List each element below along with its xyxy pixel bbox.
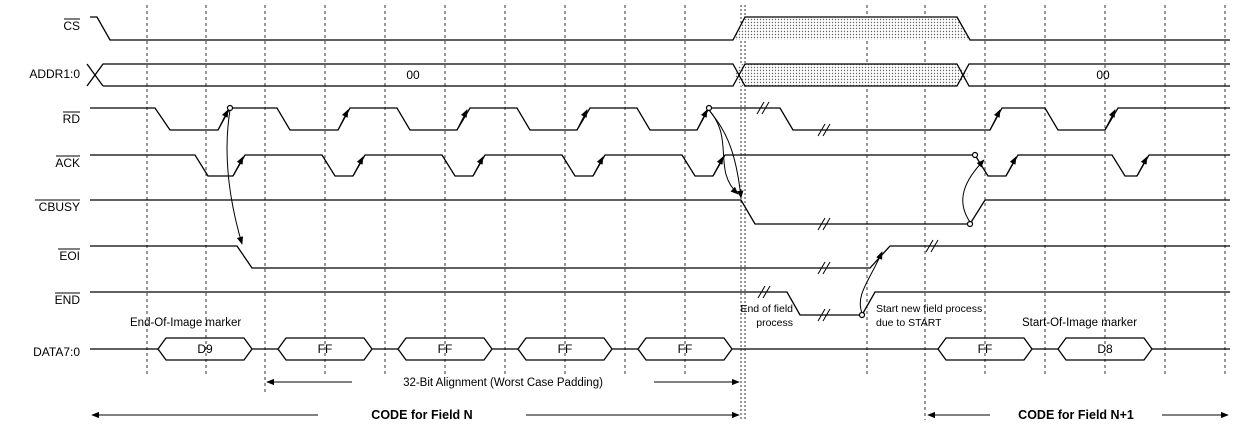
addr-waveform: 00 00 <box>86 63 1230 87</box>
end-waveform <box>90 285 1230 322</box>
ack-waveform <box>90 151 1230 177</box>
alignment-dimension: 32-Bit Alignment (Worst Case Padding) <box>266 377 740 389</box>
data-byte-ff-1: FF <box>277 337 373 361</box>
svg-text:FF: FF <box>678 342 693 356</box>
code-field-n1-span: CODE for Field N+1 <box>927 408 1229 422</box>
eoi-waveform <box>90 239 1230 275</box>
data-byte-ff-3: FF <box>517 337 613 361</box>
data-byte-ff-5: FF <box>937 337 1033 361</box>
data-byte-ff-2: FF <box>397 337 493 361</box>
start-new-field-label-2: due to START <box>876 317 942 329</box>
signal-label-end: END <box>55 293 81 307</box>
alignment-label: 32-Bit Alignment (Worst Case Padding) <box>403 377 603 389</box>
signal-label-eoi: EOI <box>59 249 80 263</box>
svg-text:FF: FF <box>558 342 573 356</box>
signal-label-rd: RD <box>63 112 81 126</box>
cs-waveform <box>90 16 1230 41</box>
data-waveform: D9 FF FF FF FF FF D8 <box>90 337 1230 361</box>
svg-text:FF: FF <box>978 342 993 356</box>
annotations: End-Of-Image marker Start-Of-Image marke… <box>130 303 1137 329</box>
end-of-field-label-2: process <box>756 317 793 329</box>
svg-text:D8: D8 <box>1097 342 1113 356</box>
start-new-field-label-1: Start new field process <box>876 303 982 315</box>
end-of-image-marker-label: End-Of-Image marker <box>130 317 241 329</box>
signal-label-addr: ADDR1:0 <box>29 67 80 81</box>
start-of-image-marker-label: Start-Of-Image marker <box>1022 317 1137 329</box>
rd-waveform <box>90 101 1230 137</box>
end-of-field-label-1: End of field <box>740 303 793 315</box>
addr-value-left: 00 <box>406 68 420 82</box>
causal-arrows <box>226 109 985 314</box>
svg-text:D9: D9 <box>197 342 213 356</box>
code-field-n-label: CODE for Field N <box>371 408 472 422</box>
signal-label-cbusy: CBUSY <box>39 200 80 214</box>
signal-label-ack: ACK <box>55 156 80 170</box>
data-byte-ff-4: FF <box>637 337 733 361</box>
code-field-n-span: CODE for Field N <box>91 408 740 422</box>
grid-lines <box>146 5 1226 420</box>
addr-value-right: 00 <box>1096 68 1110 82</box>
svg-text:FF: FF <box>438 342 453 356</box>
signal-label-cs: CS <box>63 19 80 33</box>
code-field-n1-label: CODE for Field N+1 <box>1018 408 1134 422</box>
cbusy-waveform <box>90 199 1230 231</box>
svg-text:FF: FF <box>318 342 333 356</box>
data-byte-d8: D8 <box>1057 337 1153 361</box>
data-byte-d9: D9 <box>157 337 253 361</box>
signal-label-data: DATA7:0 <box>33 345 80 359</box>
signal-labels: CS ADDR1:0 RD ACK CBUSY EOI END DATA7:0 <box>29 18 81 359</box>
